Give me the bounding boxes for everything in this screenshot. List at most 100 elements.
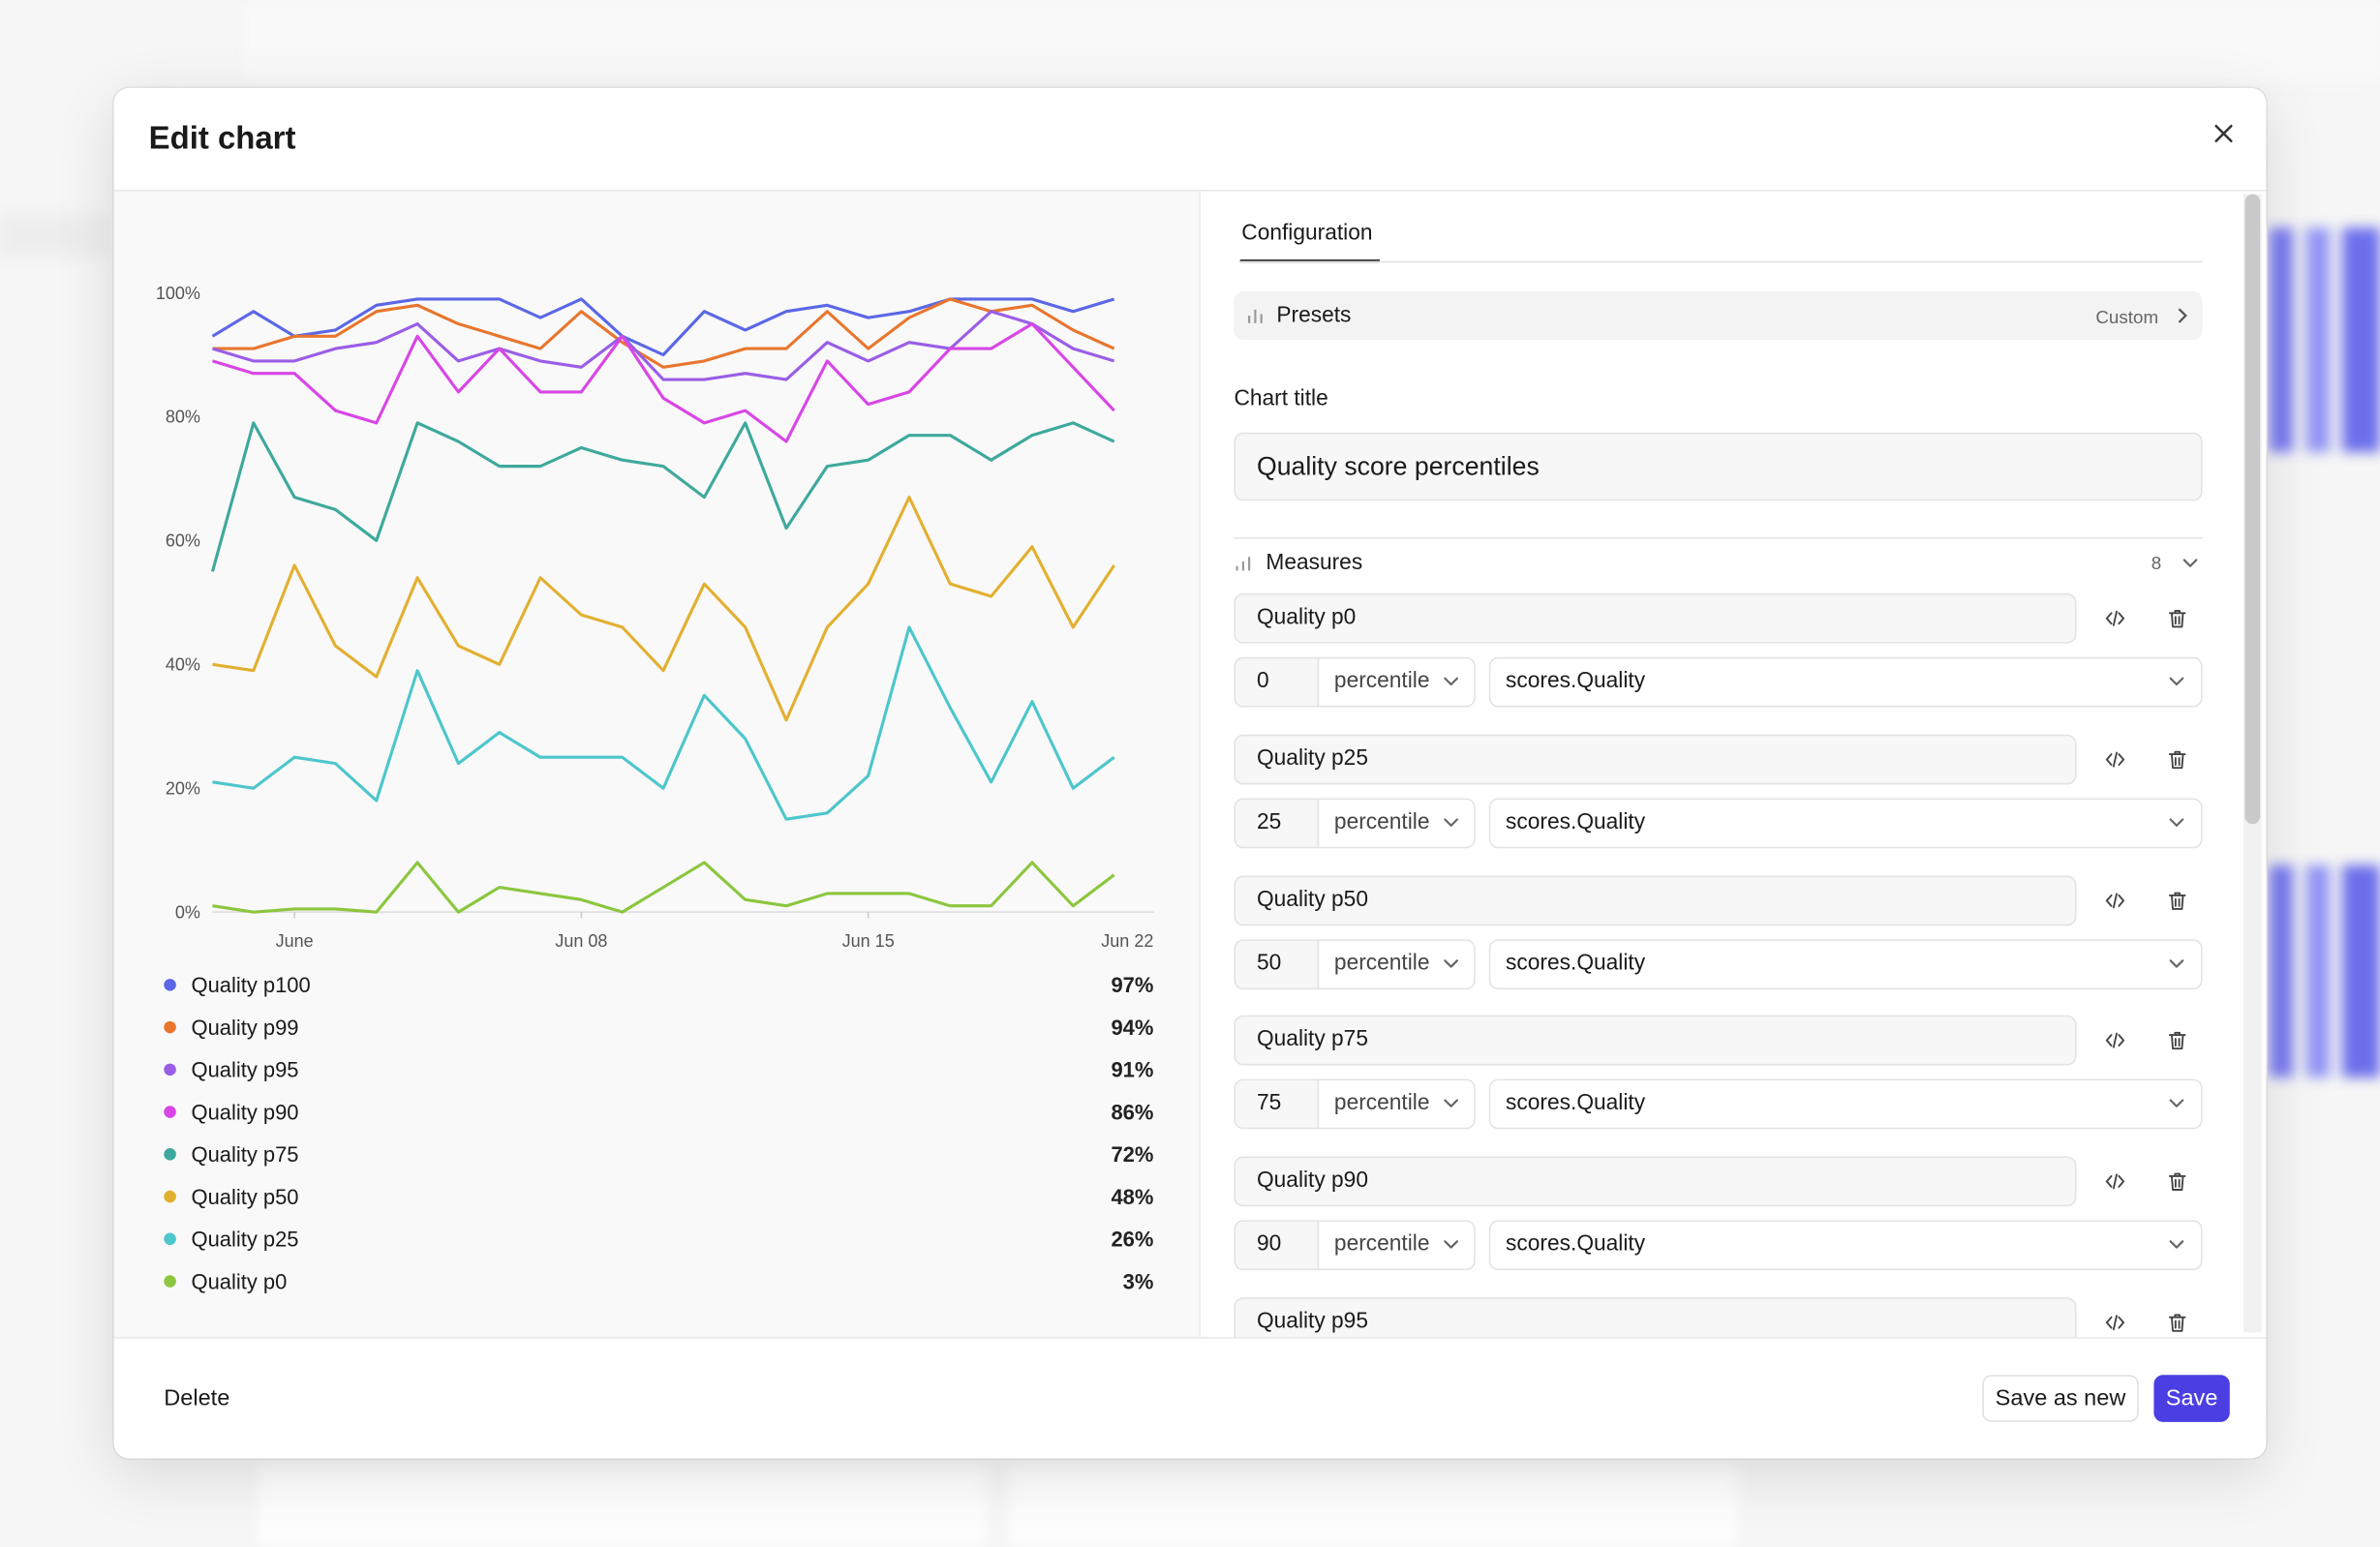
series-line (212, 297, 1115, 369)
field-select[interactable]: scores.Quality (1488, 1079, 2203, 1130)
measure-name-input[interactable]: Quality p90 (1234, 1156, 2077, 1207)
legend-dot (164, 1190, 176, 1203)
delete-measure-button[interactable] (2166, 1029, 2189, 1052)
measure-name-input[interactable]: Quality p0 (1234, 592, 2077, 644)
save-button[interactable]: Save (2153, 1375, 2230, 1422)
chart-title-input[interactable]: Quality score percentiles (1234, 432, 2203, 501)
field-select[interactable]: scores.Quality (1488, 656, 2203, 708)
x-tick-label: Jun 15 (842, 931, 895, 951)
top-bar (242, 0, 2380, 85)
legend-dot (164, 1275, 176, 1288)
chart: 0% 20% 40% 60% 80% 100% June Jun 08 Jun 15 Jun 22… (156, 284, 1154, 1294)
legend-label: Quality p75 (192, 1142, 299, 1167)
percentile-input[interactable]: 90 (1234, 1220, 1320, 1271)
x-tick-label: June (276, 931, 314, 951)
aggregation-select[interactable]: percentile (1317, 1220, 1476, 1271)
field-chevron (2169, 1100, 2184, 1108)
legend-value: 72% (1111, 1142, 1153, 1167)
legend-value: 26% (1111, 1228, 1153, 1252)
legend-dot (164, 1232, 176, 1246)
legend-value: 91% (1111, 1058, 1153, 1082)
scrollbar-thumb[interactable] (2244, 194, 2261, 825)
aggregation-chevron (1444, 1100, 1458, 1108)
delete-measure-button[interactable] (2166, 748, 2189, 772)
y-tick-label: 0% (175, 902, 200, 922)
close-button[interactable] (2209, 118, 2239, 148)
legend-dot (164, 1106, 176, 1118)
legend-value: 94% (1111, 1016, 1153, 1040)
field-select[interactable]: scores.Quality (1488, 798, 2203, 848)
modal-title: Edit chart (148, 121, 296, 157)
divider (113, 1337, 2267, 1339)
presets-value: Custom (2095, 306, 2159, 328)
edit-chart-modal: Edit chart 0% 20% 40% 60% 80% 100% June Jun 08 J… (113, 87, 2267, 1459)
series-line (212, 496, 1115, 722)
field-select[interactable]: scores.Quality (1488, 1220, 2203, 1271)
code-button[interactable] (2104, 1029, 2127, 1052)
legend-label: Quality p0 (192, 1269, 288, 1293)
presets-label: Presets (1276, 303, 1352, 328)
legend-value: 3% (1123, 1269, 1154, 1293)
measures-chevron[interactable] (2180, 553, 2201, 574)
section-rule (1234, 536, 2203, 539)
series-line (212, 625, 1115, 821)
aggregation-select[interactable]: percentile (1317, 798, 1476, 848)
code-button[interactable] (2104, 1311, 2127, 1334)
code-button[interactable] (2104, 748, 2127, 772)
legend-value: 48% (1111, 1185, 1153, 1209)
delete-measure-button[interactable] (2166, 889, 2189, 912)
measure-name-input[interactable]: Quality p25 (1234, 734, 2077, 785)
sidebar-item (0, 212, 114, 258)
series-line (212, 861, 1115, 914)
aggregation-chevron (1444, 1240, 1458, 1249)
code-button[interactable] (2104, 889, 2127, 912)
legend-value: 86% (1111, 1100, 1153, 1124)
measure-name-input[interactable]: Quality p50 (1234, 874, 2077, 925)
series-line (212, 321, 1115, 443)
config-panel: Configuration Presets Custom Chart title Qua… (1199, 191, 2266, 1338)
bg-bars (2269, 864, 2380, 1077)
percentile-input[interactable]: 25 (1234, 798, 1320, 848)
legend-label: Quality p95 (192, 1058, 299, 1082)
chart-panel: 0% 20% 40% 60% 80% 100% June Jun 08 Jun 15 Jun 22… (113, 191, 1200, 1338)
legend-label: Quality p90 (192, 1100, 299, 1124)
y-tick-label: 60% (166, 531, 200, 551)
aggregation-chevron (1444, 818, 1458, 827)
field-select[interactable]: scores.Quality (1488, 938, 2203, 989)
delete-measure-button[interactable] (2166, 1170, 2189, 1194)
divider (113, 189, 2267, 192)
delete-button[interactable]: Delete (164, 1385, 230, 1411)
aggregation-chevron (1444, 958, 1458, 968)
legend-dot (164, 979, 176, 991)
y-tick-label: 100% (156, 284, 200, 303)
code-button[interactable] (2104, 607, 2127, 630)
field-chevron (2169, 818, 2184, 827)
percentile-input[interactable]: 50 (1234, 938, 1320, 989)
legend-label: Quality p50 (192, 1185, 299, 1209)
series-line (212, 310, 1115, 381)
bg-card (1009, 1464, 1738, 1547)
legend-value: 97% (1111, 973, 1153, 997)
legend-dot (164, 1020, 176, 1034)
chart-title-label: Chart title (1234, 386, 1328, 411)
delete-measure-button[interactable] (2166, 607, 2189, 630)
delete-measure-button[interactable] (2166, 1311, 2189, 1334)
field-chevron (2169, 958, 2184, 968)
measures-icon (1236, 557, 1251, 571)
percentile-input[interactable]: 0 (1234, 656, 1320, 708)
tab[interactable]: Configuration (1241, 221, 1373, 246)
measure-name-input[interactable]: Quality p95 (1234, 1297, 2077, 1338)
measure-name-input[interactable]: Quality p75 (1234, 1016, 2077, 1067)
x-tick-label: Jun 22 (1101, 931, 1153, 951)
measures-count: 8 (2151, 552, 2162, 574)
save-as-new-button[interactable]: Save as new (1982, 1375, 2139, 1422)
percentile-input[interactable]: 75 (1234, 1079, 1320, 1130)
field-chevron (2169, 1240, 2184, 1249)
y-tick-label: 40% (166, 655, 200, 675)
y-tick-label: 80% (166, 408, 200, 427)
code-button[interactable] (2104, 1170, 2127, 1194)
legend-dot (164, 1148, 176, 1161)
presets-row[interactable] (1234, 290, 2203, 341)
